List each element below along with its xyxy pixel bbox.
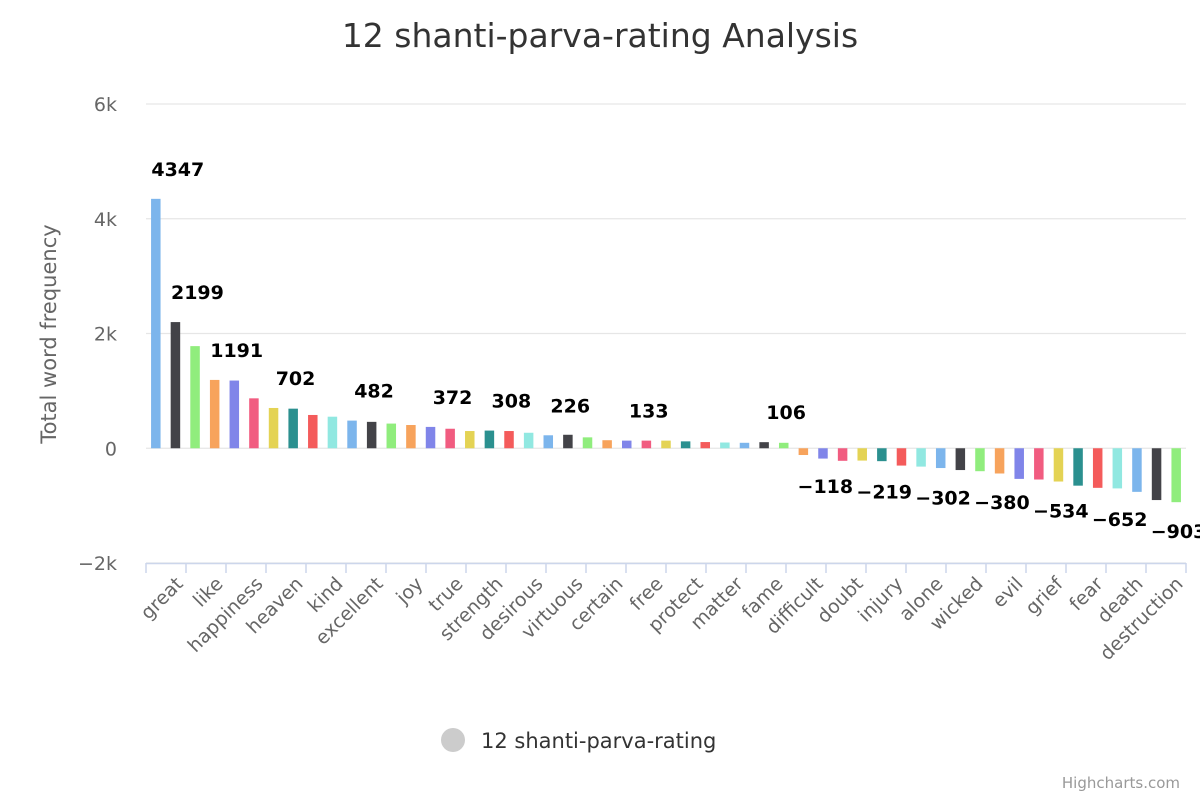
- data-labels: 4347 2199 1191 702 482 372 308 226 133 106 −118 −21…: [149, 157, 1200, 545]
- data-label: −380: [974, 492, 1030, 514]
- credit-link[interactable]: Highcharts.com: [1061, 774, 1180, 792]
- data-label: 1191: [210, 340, 263, 362]
- bar[interactable]: [190, 346, 200, 449]
- bar[interactable]: [406, 425, 416, 449]
- bar[interactable]: [935, 448, 946, 469]
- data-label: 226: [550, 395, 590, 417]
- bar[interactable]: [700, 442, 710, 449]
- y-tick-label: −2k: [78, 553, 117, 575]
- bar[interactable]: [994, 448, 1005, 474]
- bar[interactable]: [1073, 448, 1083, 486]
- bar[interactable]: [425, 426, 436, 449]
- y-tick-label: 6k: [94, 94, 117, 116]
- data-label: −903: [1151, 521, 1200, 543]
- data-label: 308: [492, 391, 532, 413]
- legend[interactable]: 12 shanti-parva-rating: [441, 728, 716, 753]
- bar[interactable]: [975, 448, 985, 472]
- y-tick-label: 4k: [94, 209, 117, 231]
- bar[interactable]: [1014, 448, 1024, 479]
- data-label: 106: [766, 402, 806, 424]
- bar[interactable]: [288, 408, 298, 449]
- bar[interactable]: [1132, 448, 1142, 492]
- bar[interactable]: [818, 448, 828, 459]
- data-label: −302: [915, 488, 971, 510]
- bar[interactable]: [347, 420, 357, 449]
- bar[interactable]: [1053, 448, 1064, 482]
- data-label: −652: [1092, 509, 1148, 531]
- bar[interactable]: [877, 448, 887, 462]
- data-label: 372: [433, 387, 473, 409]
- data-label: 702: [276, 368, 316, 390]
- data-label: 482: [354, 381, 394, 403]
- x-tick-label: evil: [988, 573, 1027, 612]
- bar[interactable]: [582, 437, 593, 449]
- bar[interactable]: [249, 398, 259, 449]
- bars: [151, 198, 1181, 503]
- bar[interactable]: [602, 440, 612, 449]
- x-axis: [145, 562, 1187, 573]
- x-tick-label: injury: [854, 573, 908, 627]
- bar[interactable]: [955, 448, 966, 471]
- bar[interactable]: [366, 421, 377, 449]
- bar[interactable]: [308, 414, 318, 449]
- bar[interactable]: [778, 442, 789, 449]
- bar[interactable]: [504, 431, 514, 449]
- bar[interactable]: [563, 434, 573, 449]
- bar[interactable]: [680, 441, 691, 449]
- gridlines: [146, 103, 1186, 564]
- bar[interactable]: [661, 440, 671, 449]
- data-label: 133: [629, 401, 669, 423]
- bar[interactable]: [386, 423, 397, 449]
- y-tick-label: 0: [105, 438, 117, 460]
- bar[interactable]: [151, 198, 161, 449]
- x-tick-label: joy: [391, 573, 427, 609]
- bar[interactable]: [543, 435, 554, 449]
- bar[interactable]: [523, 432, 534, 449]
- bar[interactable]: [465, 431, 475, 449]
- bar[interactable]: [857, 448, 867, 461]
- bar[interactable]: [268, 407, 279, 449]
- bar[interactable]: [209, 379, 220, 449]
- legend-label[interactable]: 12 shanti-parva-rating: [481, 729, 716, 753]
- bar[interactable]: [837, 448, 848, 461]
- bar[interactable]: [484, 430, 495, 449]
- data-label: −219: [856, 482, 912, 504]
- x-tick-label: great: [136, 573, 187, 624]
- bar[interactable]: [798, 448, 809, 456]
- y-tick-label: 2k: [94, 324, 117, 346]
- bar[interactable]: [1171, 448, 1181, 503]
- bar[interactable]: [1112, 448, 1123, 489]
- x-tick-label: grief: [1021, 572, 1068, 619]
- bar[interactable]: [622, 440, 632, 449]
- chart-title: 12 shanti-parva-rating Analysis: [342, 16, 858, 55]
- x-tick-label: doubt: [813, 573, 868, 628]
- bar[interactable]: [739, 442, 750, 449]
- bar[interactable]: [916, 448, 926, 467]
- bar[interactable]: [896, 448, 907, 466]
- y-axis-ticks: −2k 0 2k 4k 6k: [78, 94, 117, 575]
- bar[interactable]: [1151, 448, 1162, 501]
- legend-symbol: [441, 728, 465, 752]
- bar[interactable]: [170, 322, 181, 449]
- bar[interactable]: [229, 380, 240, 449]
- bar[interactable]: [1034, 448, 1044, 480]
- y-axis-title: Total word frequency: [37, 224, 61, 444]
- bar[interactable]: [759, 442, 769, 449]
- bar[interactable]: [720, 442, 730, 449]
- bar[interactable]: [641, 440, 652, 449]
- bar[interactable]: [327, 416, 338, 449]
- data-label: 2199: [171, 282, 224, 304]
- data-label: −118: [798, 476, 854, 498]
- data-label: 4347: [151, 159, 204, 181]
- data-label: −534: [1033, 501, 1089, 523]
- bar[interactable]: [1092, 448, 1103, 488]
- bar[interactable]: [445, 428, 455, 449]
